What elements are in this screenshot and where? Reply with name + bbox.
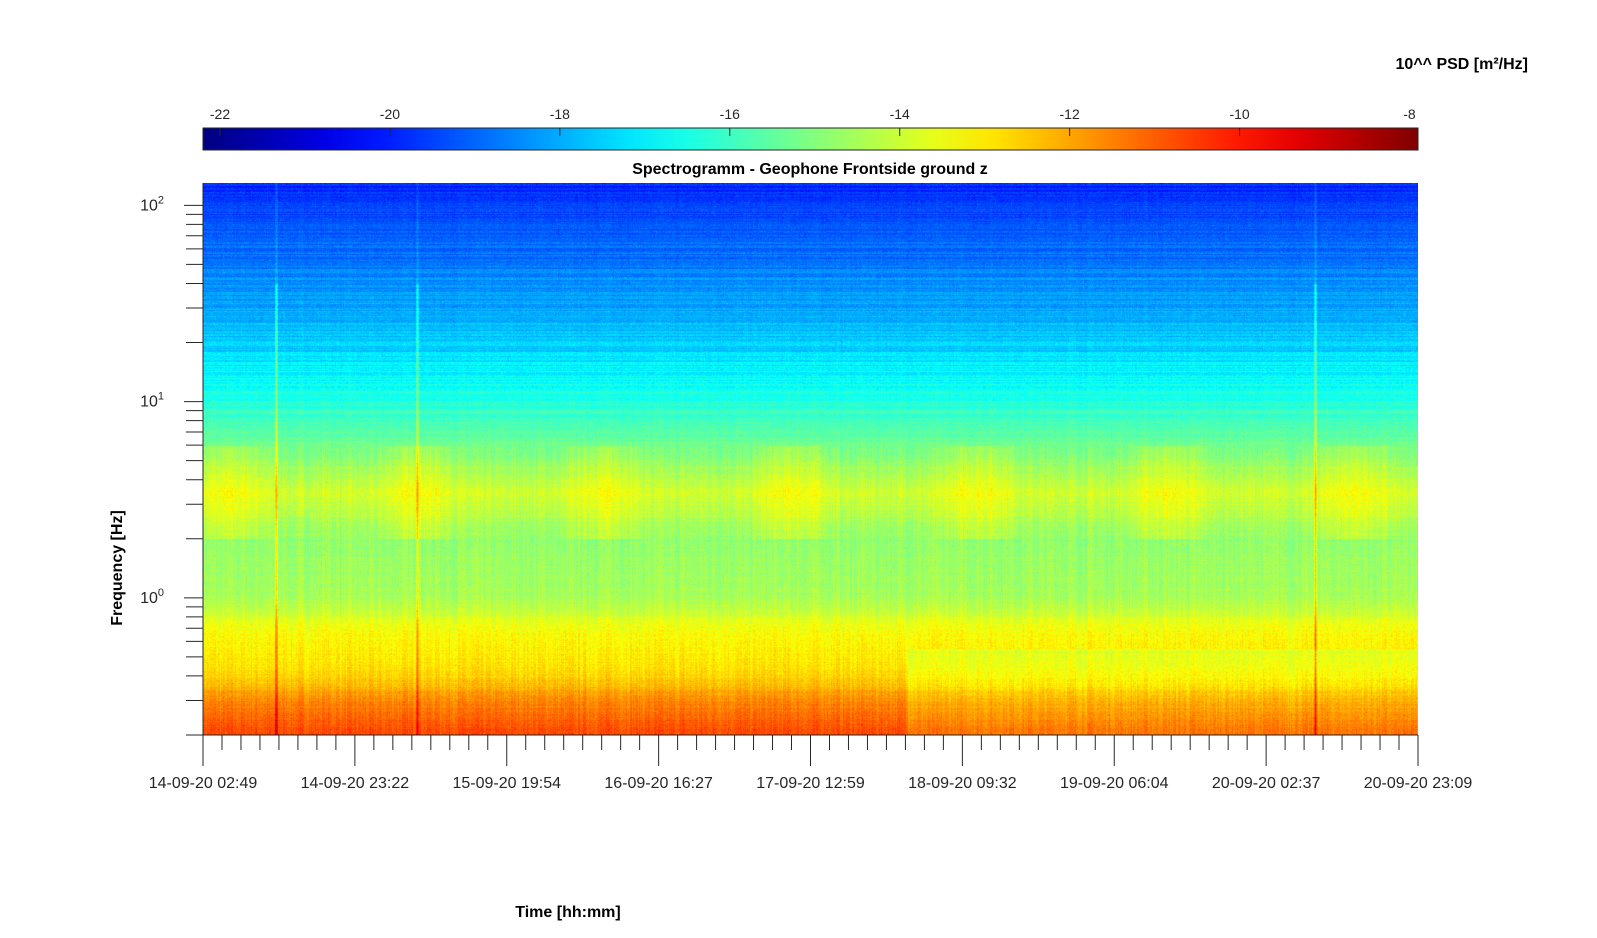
colorbar-tick-label: -16: [720, 106, 740, 122]
colorbar-tick-label: -12: [1060, 106, 1080, 122]
colorbar-tick-label: -8: [1403, 106, 1416, 122]
y-tick-label: 100: [140, 587, 164, 607]
y-ticks: 100 101 102: [140, 194, 203, 736]
x-axis-label: Time [hh:mm]: [515, 904, 620, 921]
colorbar-label: 10^^ PSD [m²/Hz]: [1396, 56, 1528, 73]
colorbar-tick-label: -22: [210, 106, 230, 122]
x-tick-label: 18-09-20 09:32: [908, 775, 1017, 792]
x-tick-label: 14-09-20 23:22: [301, 775, 410, 792]
x-tick-label: 17-09-20 12:59: [756, 775, 865, 792]
plot-area: [203, 183, 1418, 735]
x-tick-label: 14-09-20 02:49: [149, 775, 258, 792]
x-ticks: 14-09-20 02:49 14-09-20 23:22 15-09-20 19:…: [149, 735, 1473, 792]
y-axis-label: Frequency [Hz]: [109, 510, 126, 626]
colorbar: -22 -20 -18 -16 -14 -12 -10 -8: [202, 106, 1419, 151]
x-tick-label: 20-09-20 02:37: [1212, 775, 1321, 792]
y-tick-label: 102: [140, 194, 164, 214]
x-tick-label: 16-09-20 16:27: [604, 775, 713, 792]
colorbar-tick-label: -10: [1229, 106, 1249, 122]
x-tick-label: 15-09-20 19:54: [452, 775, 561, 792]
colorbar-ticks: -22 -20 -18 -16 -14 -12 -10 -8: [210, 106, 1416, 136]
colorbar-gradient: [202, 127, 1419, 151]
colorbar-tick-label: -18: [550, 106, 570, 122]
spectrogram-image: [203, 183, 1418, 735]
x-tick-label: 20-09-20 23:09: [1364, 775, 1473, 792]
chart-title: Spectrogramm - Geophone Frontside ground…: [632, 161, 988, 178]
colorbar-tick-label: -20: [380, 106, 400, 122]
x-tick-label: 19-09-20 06:04: [1060, 775, 1169, 792]
colorbar-tick-label: -14: [890, 106, 910, 122]
axes: 100 101 102 14-09-20 02:49 14-09-20 23:22 15…: [140, 183, 1472, 792]
y-tick-label: 101: [140, 391, 164, 411]
